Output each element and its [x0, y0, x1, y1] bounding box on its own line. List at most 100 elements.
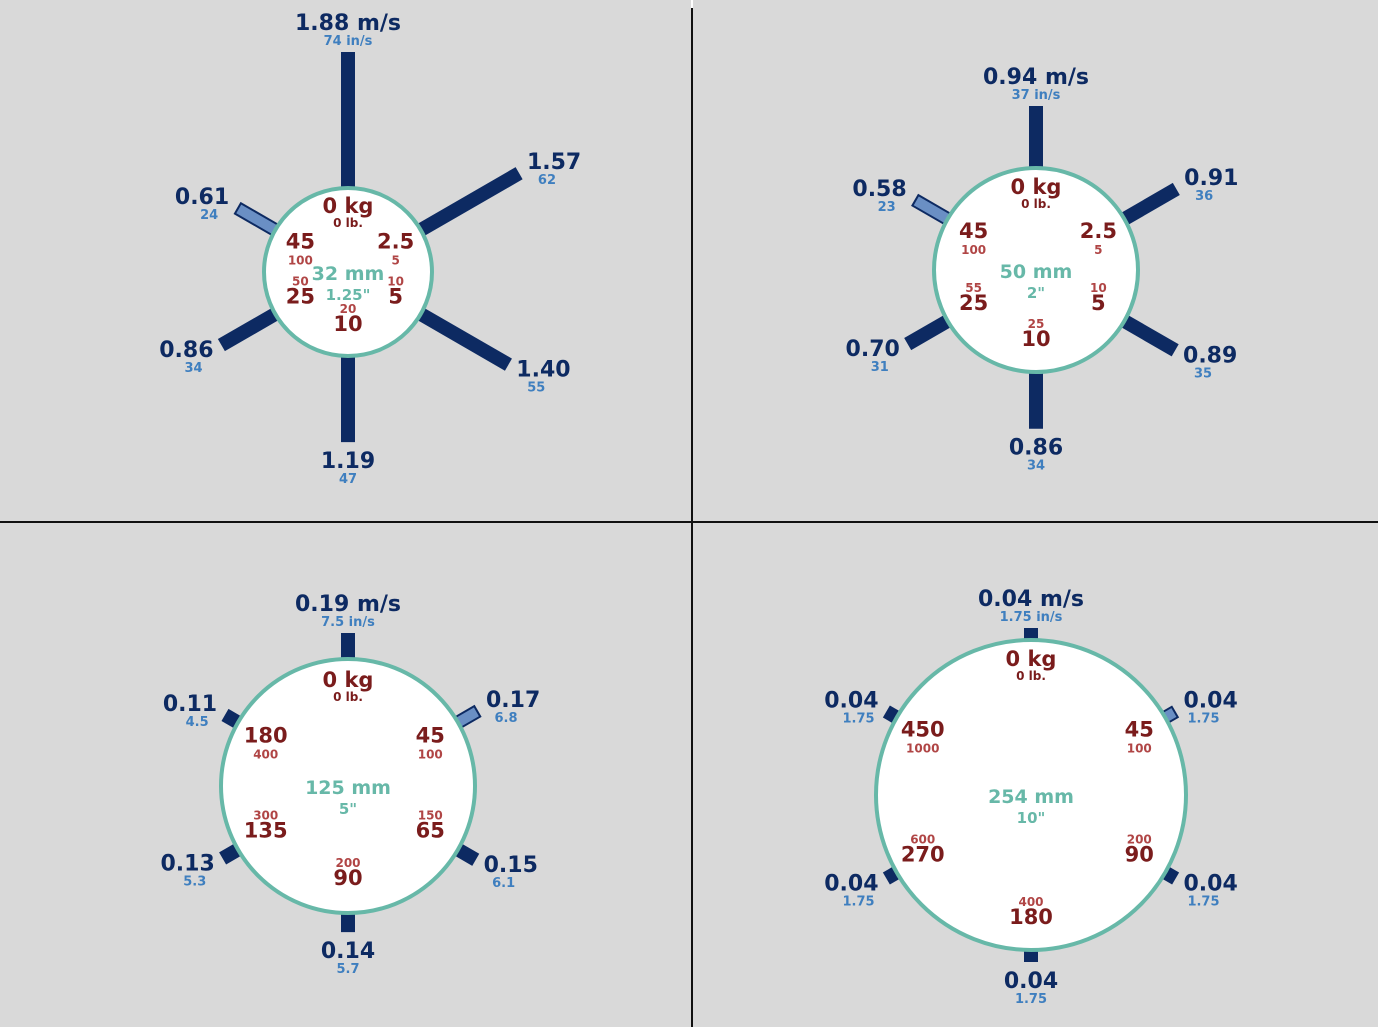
weight-kg-label: 45 [416, 724, 445, 748]
diameter-mm-label: 32 mm [312, 263, 385, 285]
weight-lb-label: 400 [1018, 895, 1043, 909]
speed-ms-label: 0.04 [1183, 872, 1237, 897]
chart-svg-1: 32 mm1.25"0 kg0 lb.1.88 m/s74 in/s2.551.… [159, 11, 581, 487]
weight-lb-label: 300 [253, 809, 278, 823]
weight-kg-label: 0 kg [323, 194, 374, 218]
wheel-circle [932, 166, 1140, 374]
speed-bar [904, 311, 957, 351]
speed-in-label: 5.7 [336, 962, 359, 977]
weight-lb-label: 50 [292, 275, 309, 289]
speed-ms-label: 0.04 m/s [978, 587, 1084, 612]
speed-ms-label: 0.15 [484, 853, 538, 878]
weight-kg-label: 5 [388, 285, 403, 309]
weight-kg-label: 0 kg [323, 668, 374, 692]
speed-in-label: 36 [1195, 189, 1213, 204]
weight-lb-label: 0 lb. [1016, 669, 1046, 683]
weight-kg-label: 10 [333, 312, 362, 336]
speed-ms-label: 0.13 [160, 851, 214, 876]
radial-chart: 32 mm1.25"0 kg0 lb.1.88 m/s74 in/s2.551.… [159, 11, 581, 487]
weight-lb-label: 5 [391, 254, 399, 268]
speed-bar-highlight-fill [236, 204, 282, 237]
weight-kg-label: 135 [244, 819, 288, 843]
speed-in-label: 62 [538, 173, 556, 188]
speed-in-label: 47 [339, 472, 357, 487]
speed-ms-label: 0.94 m/s [983, 65, 1089, 90]
speed-ms-label: 1.19 [321, 449, 375, 474]
speed-ms-label: 0.17 [486, 688, 540, 713]
speed-ms-label: 1.88 m/s [295, 11, 401, 36]
speed-ms-label: 0.86 [1009, 436, 1063, 461]
speed-ms-label: 0.04 [824, 689, 878, 714]
speed-in-label: 6.1 [492, 876, 515, 891]
weight-lb-label: 20 [340, 302, 357, 316]
speed-in-label: 24 [200, 208, 218, 223]
weight-lb-label: 150 [418, 809, 443, 823]
speed-ms-label: 0.14 [321, 939, 375, 964]
diameter-in-label: 2" [1027, 284, 1045, 302]
weight-kg-label: 10 [1021, 327, 1050, 351]
speed-ms-label: 0.04 [824, 872, 878, 897]
speed-ms-label: 0.86 [159, 338, 213, 363]
speed-bar-highlight-fill [913, 196, 954, 226]
weight-kg-label: 45 [1125, 718, 1154, 742]
speed-ms-label: 0.89 [1183, 343, 1237, 368]
weight-kg-label: 65 [416, 819, 445, 843]
speed-in-label: 1.75 [1187, 712, 1219, 727]
speed-in-label: 55 [527, 381, 545, 396]
speed-in-label: 4.5 [186, 715, 209, 730]
weight-lb-label: 600 [910, 833, 935, 847]
weight-kg-label: 5 [1091, 291, 1106, 315]
chart-panel-1: 32 mm 1.25" 0 kg 0 lb. 1.88 m/s 74 in/s 2.5 5 1.… [0, 0, 691, 521]
weight-lb-label: 25 [1028, 317, 1045, 331]
speed-bar [412, 167, 523, 240]
chart-svg-2: 50 mm2"0 kg0 lb.0.94 m/s37 in/s2.550.913… [846, 65, 1239, 474]
wheel-circle [262, 186, 434, 358]
diameter-mm-label: 125 mm [305, 777, 391, 799]
speed-in-label: 7.5 in/s [321, 615, 375, 630]
speed-in-label: 6.8 [494, 711, 517, 726]
speed-ms-label: 1.40 [516, 358, 570, 383]
speed-in-label: 31 [871, 360, 889, 375]
diameter-mm-label: 50 mm [1000, 261, 1073, 283]
speed-in-label: 37 in/s [1012, 88, 1061, 103]
speed-ms-label: 0.61 [175, 185, 229, 210]
weight-lb-label: 0 lb. [333, 690, 363, 704]
speed-in-label: 1.75 [1187, 895, 1219, 910]
speed-bar [1115, 182, 1180, 229]
vertical-divider [691, 8, 693, 1027]
weight-lb-label: 10 [387, 275, 404, 289]
speed-in-label: 23 [878, 200, 896, 215]
weight-kg-label: 2.5 [377, 230, 414, 254]
speed-ms-label: 0.04 [1004, 969, 1058, 994]
speed-ms-label: 0.11 [163, 692, 217, 717]
weight-kg-label: 25 [959, 291, 988, 315]
speed-ms-label: 1.57 [527, 150, 581, 175]
weight-kg-label: 2.5 [1080, 219, 1117, 243]
weight-lb-label: 100 [1127, 742, 1152, 756]
speed-ms-label: 0.70 [846, 337, 900, 362]
weight-lb-label: 100 [288, 254, 313, 268]
weight-lb-label: 55 [965, 281, 982, 295]
horizontal-divider [0, 521, 1378, 523]
weight-kg-label: 90 [1125, 843, 1154, 867]
weight-lb-label: 10 [1090, 281, 1107, 295]
diameter-in-label: 10" [1017, 809, 1046, 827]
speed-in-label: 34 [1027, 459, 1045, 474]
weight-lb-label: 100 [961, 243, 986, 257]
wheel-circle [219, 657, 477, 915]
chart-panel-3: 125 mm 5" 0 kg 0 lb. 0.19 m/s 7.5 in/s 45 100 0.… [0, 523, 691, 1027]
speed-in-label: 34 [184, 361, 202, 376]
weight-kg-label: 180 [244, 724, 288, 748]
weight-kg-label: 25 [286, 285, 315, 309]
chart-panel-4: 254 mm 10" 0 kg 0 lb. 0.04 m/s 1.75 in/s 45 100… [693, 523, 1378, 1027]
speed-in-label: 1.75 [1015, 992, 1047, 1007]
speed-in-label: 1.75 in/s [1000, 610, 1063, 625]
speed-in-label: 1.75 [842, 895, 874, 910]
weight-lb-label: 200 [335, 856, 360, 870]
weight-lb-label: 1000 [906, 742, 939, 756]
weight-lb-label: 200 [1127, 833, 1152, 847]
speed-in-label: 74 in/s [324, 34, 373, 49]
